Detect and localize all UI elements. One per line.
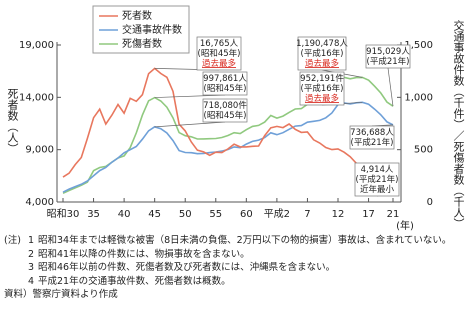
annotation-leader — [387, 67, 394, 107]
note-label: (注) — [4, 235, 21, 246]
annotation-emphasis: 過去最多 — [305, 93, 340, 104]
x-tick-label: 35 — [87, 209, 100, 220]
legend-label: 交通事故件数 — [122, 23, 182, 36]
annotation: 718,080件(昭和45年) — [154, 98, 248, 128]
annotation-emphasis: 過去最多 — [202, 58, 237, 69]
note-row: (注) 1 昭和34年までは軽微な被害（8日未満の負傷、2万円以下の物的損害）事故は… — [4, 234, 470, 248]
annotation-text: 915,029人 — [366, 47, 410, 57]
note-number: (注) 1 — [4, 234, 38, 248]
source: 資料）警察庁資料より作成 — [4, 289, 118, 300]
x-tick-label: 40 — [118, 209, 131, 220]
annotation-text: (昭和45年) — [204, 83, 247, 94]
note-row: 2 昭和41年以降の件数には、物損事故を含まない。 — [4, 248, 470, 262]
note-num: 2 — [28, 248, 35, 260]
x-unit: (年) — [396, 219, 414, 232]
x-tick-label: 17 — [362, 209, 375, 220]
note-num: 3 — [28, 262, 35, 273]
note-num: 4 — [28, 275, 35, 287]
y2-axis-title: 交通事故件数（千件）／死傷者数（千人） — [452, 19, 465, 229]
y-tick-label: 4,000 — [25, 197, 54, 208]
annotation: 1,190,478人(平成16年)過去最多 — [296, 36, 363, 78]
annotation-leader — [154, 121, 226, 128]
y-tick-label: 9,000 — [25, 145, 54, 156]
annotation-box — [365, 44, 411, 69]
annotation-text: 718,080件 — [203, 100, 247, 111]
x-tick-label: 60 — [240, 209, 253, 220]
annotation-text: 997,861人 — [203, 74, 247, 84]
note-row: 3 昭和46年以前の件数、死傷者数及び死者数には、沖縄県を含まない。 — [4, 261, 470, 275]
x-tick-label: 21 — [387, 209, 400, 220]
x-tick-label: 平成2 — [264, 208, 290, 220]
note-text: 昭和34年までは軽微な被害（8日未満の負傷、2万円以下の物的損害）事故は、含まれ… — [38, 235, 452, 246]
annotation-text: 952,191件 — [300, 73, 344, 84]
annotation-text: (昭和45年) — [198, 48, 241, 59]
annotation-text: (昭和45年) — [204, 110, 247, 121]
legend-label: 死傷者数 — [122, 37, 162, 50]
y2-tick-label: 1,000 — [404, 92, 433, 103]
note-number: 4 — [4, 275, 38, 289]
x-tick-label: 昭和30 — [47, 208, 80, 220]
y2-tick-label: 1,500 — [404, 40, 433, 51]
annotation-text: (平成21年) — [351, 137, 394, 148]
annotation: 997,861人(昭和45年) — [154, 71, 248, 98]
annotation-text: 4,914人 — [361, 165, 394, 175]
series-line — [62, 67, 394, 194]
y-tick-label: 14,000 — [19, 92, 54, 103]
x-tick-label: 50 — [179, 209, 192, 220]
note-text: 昭和46年以前の件数、死傷者数及び死者数には、沖縄県を含まない。 — [38, 262, 336, 273]
x-tick-label: 7 — [304, 209, 310, 220]
annotation: 915,029人(平成21年) — [365, 44, 411, 107]
note-text: 昭和41年以降の件数には、物損事故を含まない。 — [38, 248, 250, 260]
note-row: 4 平成21年の交通事故件数、死傷者数は概数。 — [4, 275, 470, 289]
x-tick-label: 12 — [332, 209, 345, 220]
notes: (注) 1 昭和34年までは軽微な被害（8日未満の負傷、2万円以下の物的損害）事故は… — [4, 234, 470, 302]
annotation-text: 736,688人 — [350, 128, 394, 138]
chart: 4,000 9,000 14,000 19,000 0 500 1,000 1,500 昭和30… — [6, 5, 465, 232]
annotation: 16,765人(昭和45年)過去最多 — [154, 36, 242, 71]
annotation-box — [297, 36, 347, 71]
annotation-box — [299, 71, 345, 106]
y-tick-label: 19,000 — [19, 40, 54, 51]
annotation-text: 1,190,478人 — [296, 39, 348, 49]
annotation-emphasis: 過去最多 — [305, 58, 340, 69]
annotation-box — [202, 98, 248, 123]
note-num: 1 — [28, 235, 35, 246]
x-tick-label: 45 — [148, 209, 161, 220]
annotation-box — [196, 36, 242, 71]
y2-tick-label: 0 — [427, 197, 433, 208]
annotation-text: (平成21年) — [356, 174, 399, 185]
annotation: 4,914人(平成21年)近年最小 — [354, 162, 400, 197]
y2-tick-label: 500 — [414, 145, 433, 156]
note-text: 平成21年の交通事故件数、死傷者数は概数。 — [38, 275, 231, 287]
y-axis-title: 死者数（人） — [6, 88, 19, 154]
annotation-text: (平成16年) — [301, 48, 344, 59]
note-number: 2 — [4, 248, 38, 262]
annotation-box — [349, 125, 395, 150]
annotation-box — [354, 162, 400, 197]
note-number: 3 — [4, 261, 38, 275]
annotation-text: (平成16年) — [301, 83, 344, 94]
x-tick-label: 55 — [209, 209, 222, 220]
annotation-text: 16,765人 — [200, 39, 239, 49]
annotation-box — [202, 71, 248, 96]
legend-label: 死者数 — [122, 9, 152, 22]
annotation: 952,191件(平成16年)過去最多 — [299, 71, 363, 106]
annotation-text: (平成21年) — [367, 56, 410, 67]
annotation-text: 近年最小 — [360, 184, 395, 195]
annotation-leader — [154, 94, 226, 98]
annotation: 736,688人(平成21年) — [349, 124, 395, 150]
